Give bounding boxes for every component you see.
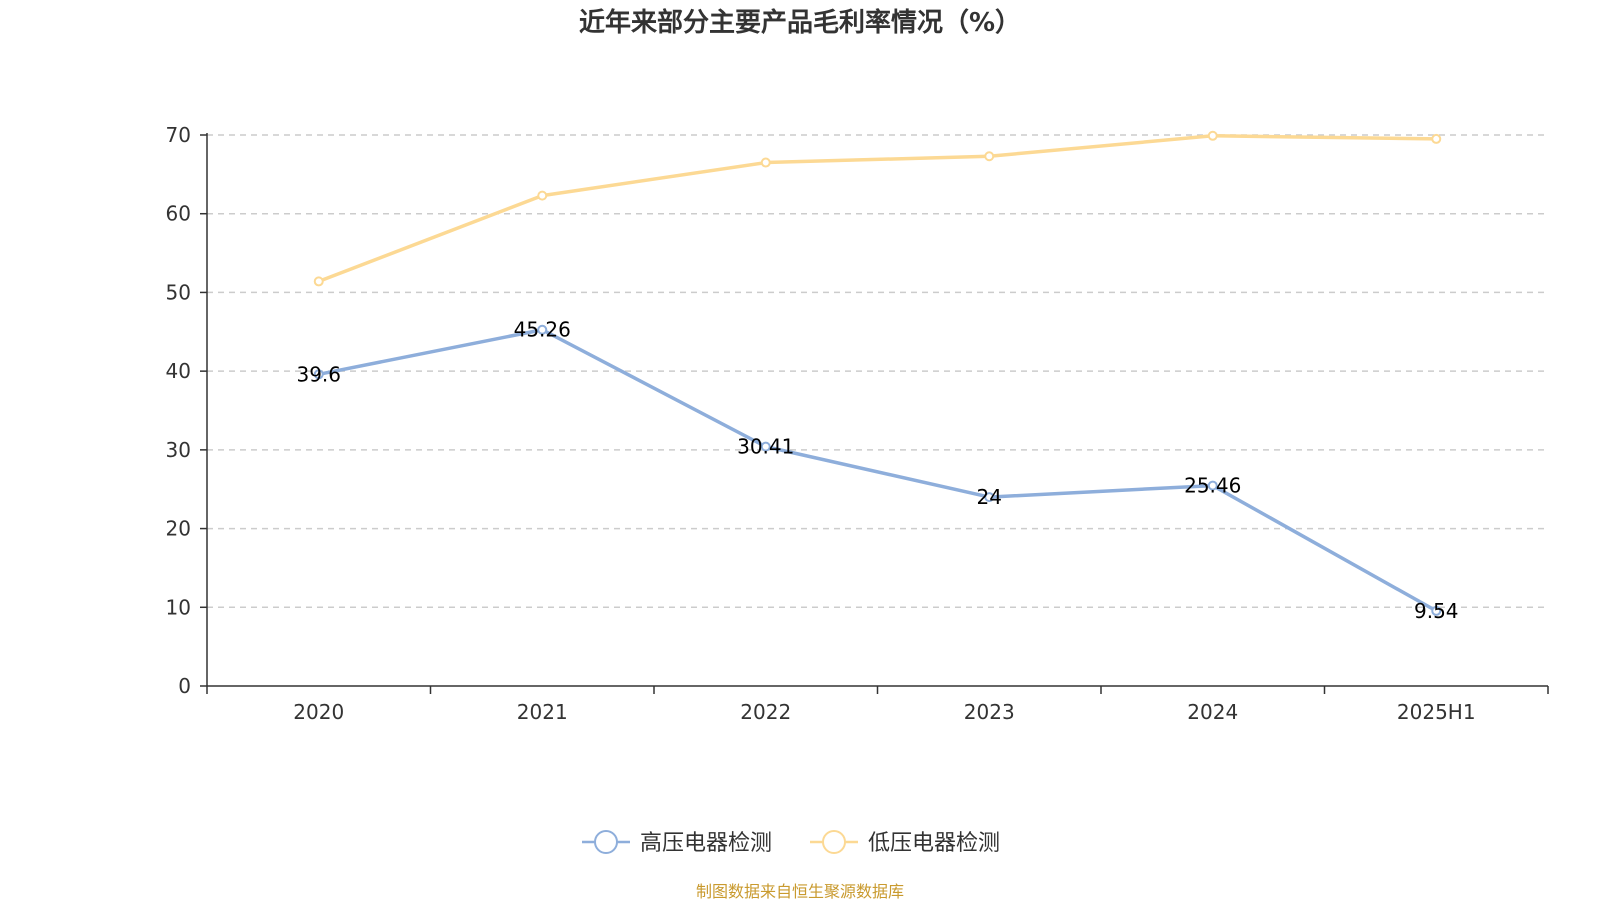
series-line-0 <box>318 327 1438 613</box>
data-label: 30.41 <box>737 435 794 459</box>
y-tick-label: 70 <box>166 123 191 147</box>
x-tick-label: 2024 <box>1187 700 1238 724</box>
legend: 高压电器检测 低压电器检测 <box>582 830 1000 856</box>
series-line-1 <box>318 134 1437 284</box>
series-lines <box>313 130 1442 616</box>
y-tick-label: 0 <box>178 674 191 698</box>
data-point <box>984 492 995 503</box>
x-tick-label: 2021 <box>517 700 568 724</box>
data-label: 39.6 <box>296 362 341 386</box>
y-tick-label: 30 <box>166 438 191 462</box>
data-point <box>760 441 771 452</box>
y-tick-label: 50 <box>166 280 191 304</box>
data-labels: 39.6 45.26 30.41 24 25.46 9.54 <box>296 318 1458 623</box>
y-tick-label: 20 <box>166 517 191 541</box>
gridlines <box>207 134 1548 609</box>
x-tick-label: 2020 <box>293 700 344 724</box>
data-point <box>313 369 324 380</box>
legend-label: 低压电器检测 <box>868 831 1000 856</box>
data-point <box>537 324 548 335</box>
legend-label: 高压电器检测 <box>640 831 772 856</box>
data-point <box>1207 130 1218 141</box>
data-point <box>1431 605 1442 616</box>
chart-title: 近年来部分主要产品毛利率情况（%） <box>578 8 1022 38</box>
data-label: 24 <box>977 485 1002 509</box>
data-point <box>313 276 324 287</box>
legend-marker <box>594 830 618 854</box>
x-tick-label: 2025H1 <box>1397 700 1476 724</box>
x-tick-label: 2022 <box>740 700 791 724</box>
legend-item-1: 低压电器检测 <box>810 830 1000 856</box>
data-point <box>760 157 771 168</box>
x-tick-label: 2023 <box>964 700 1015 724</box>
legend-marker <box>822 830 846 854</box>
y-tick-label: 40 <box>166 359 191 383</box>
data-label: 45.26 <box>514 318 571 342</box>
y-tick-label: 10 <box>166 595 191 619</box>
data-point <box>1431 133 1442 144</box>
data-label: 9.54 <box>1414 599 1459 623</box>
data-point <box>537 190 548 201</box>
y-tick-label: 60 <box>166 202 191 226</box>
legend-item-0: 高压电器检测 <box>582 830 772 856</box>
source-note: 制图数据来自恒生聚源数据库 <box>695 882 904 901</box>
data-point <box>1207 480 1218 491</box>
data-label: 25.46 <box>1184 474 1241 498</box>
axes: 0 10 20 30 40 50 60 70 2020 2021 2022 2023 2024 2025H… <box>166 123 1549 724</box>
data-point <box>984 151 995 162</box>
